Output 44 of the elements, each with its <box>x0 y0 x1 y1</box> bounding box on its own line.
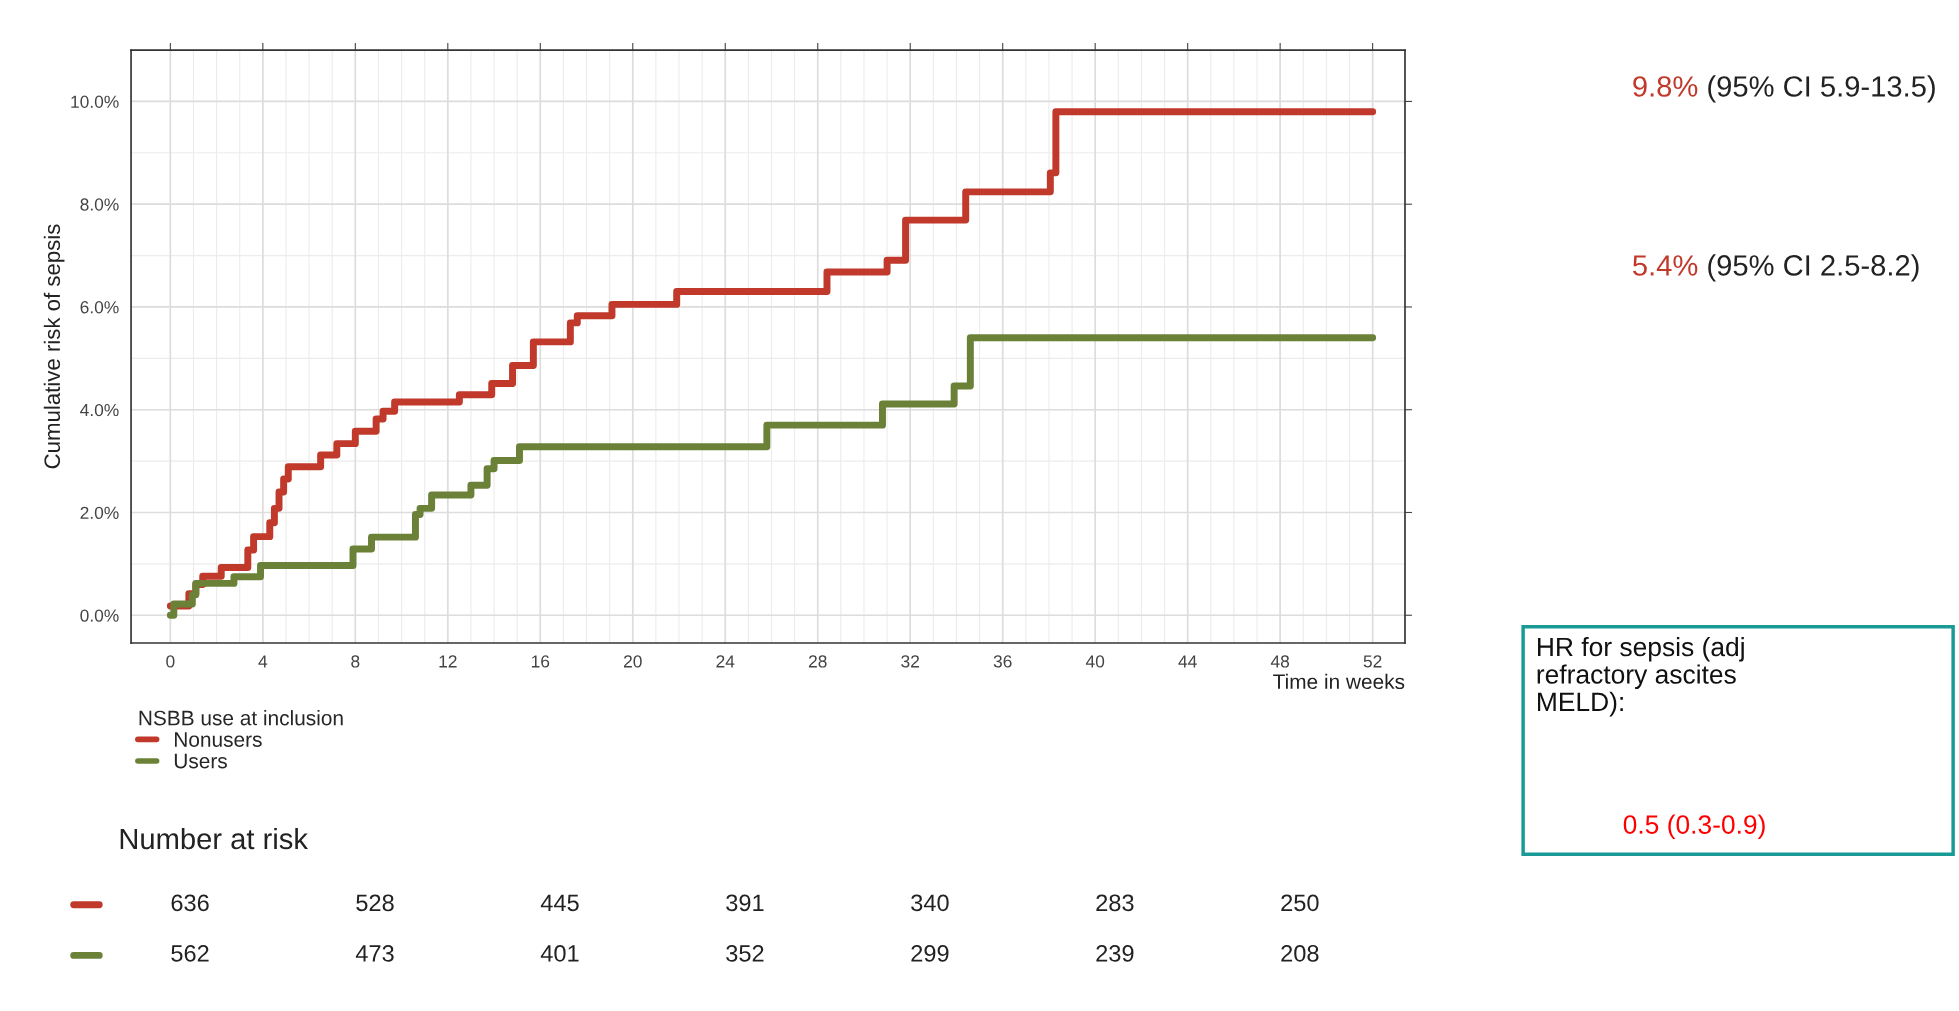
x-tick-label: 0 <box>166 655 175 668</box>
text: 528 <box>356 894 394 912</box>
x-tick-label: 16 <box>531 655 550 668</box>
text: 562 <box>171 945 209 962</box>
y-axis-title: Cumulative risk of sepsis <box>43 224 65 469</box>
y-tick-label: 10.0% <box>71 95 119 108</box>
text: 283 <box>1096 894 1134 912</box>
x-tick-label: 24 <box>716 655 735 668</box>
legend-label: Nonusers <box>175 732 262 747</box>
text: 636 <box>171 894 209 912</box>
y-tick-label: 2.0% <box>80 506 119 519</box>
y-tick-label: 8.0% <box>80 198 119 211</box>
text: 208 <box>1281 945 1319 962</box>
x-tick-label: 20 <box>623 655 642 668</box>
x-tick-label: 4 <box>258 655 268 668</box>
legend-label: Users <box>174 753 227 769</box>
x-tick-label: 52 <box>1363 655 1382 668</box>
y-tick-label: 4.0% <box>80 403 119 417</box>
text: Number at risk <box>120 827 308 850</box>
text: 9.8% (95% CI 5.9-13.5) <box>1633 75 1935 103</box>
text: 445 <box>540 894 579 912</box>
text: 5.4% (95% CI 2.5-8.2) <box>1633 254 1919 282</box>
y-tick-label: 0.0% <box>80 609 119 622</box>
x-tick-label: 48 <box>1270 655 1290 668</box>
x-tick-label: 32 <box>901 655 919 668</box>
text: 0.5 (0.3-0.9) <box>1623 814 1765 840</box>
text: 250 <box>1281 894 1319 912</box>
x-tick-label: 8 <box>351 655 360 668</box>
text: 299 <box>911 945 949 962</box>
x-tick-label: 12 <box>439 655 457 668</box>
x-tick-label: 40 <box>1085 655 1105 668</box>
x-tick-label: 36 <box>993 655 1012 668</box>
y-tick-label: 6.0% <box>80 301 119 314</box>
text: 340 <box>911 894 949 912</box>
text: 352 <box>726 945 764 962</box>
text: HR for sepsis (adj refractory ascites MELD): <box>1537 636 1744 717</box>
text: 473 <box>355 945 394 962</box>
x-axis-title: Time in weeks <box>1273 673 1405 690</box>
text: 391 <box>726 894 764 912</box>
text: 239 <box>1096 945 1134 962</box>
x-tick-label: 44 <box>1178 655 1197 668</box>
legend-title: NSBB use at inclusion <box>139 710 343 726</box>
text: 401 <box>540 945 579 962</box>
x-tick-label: 28 <box>808 655 827 668</box>
